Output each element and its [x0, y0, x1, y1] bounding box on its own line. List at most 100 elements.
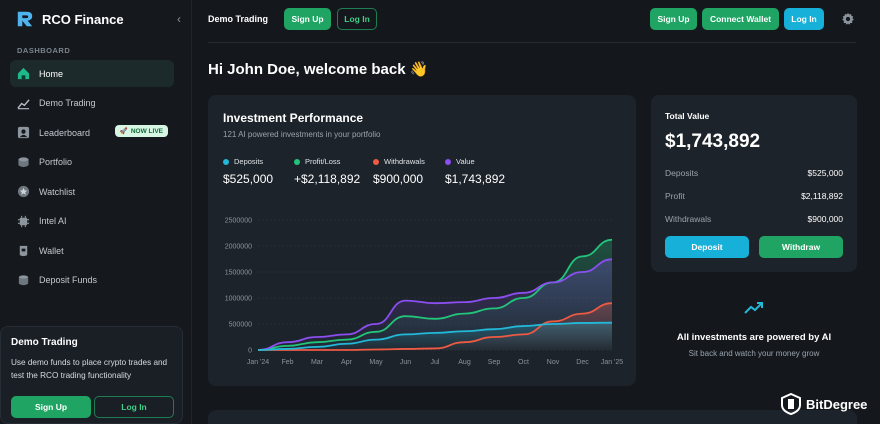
- y-tick-label: 500000: [229, 322, 252, 329]
- topbar-log-in-button[interactable]: Log In: [337, 8, 378, 30]
- topbar-left: Demo Trading Sign Up Log In: [208, 8, 378, 30]
- y-tick-label: 1000000: [225, 296, 252, 303]
- row-value: $2,118,892: [801, 191, 843, 201]
- x-tick-label: Aug: [458, 359, 471, 366]
- sidebar-item-home[interactable]: Home: [10, 60, 174, 87]
- legend-label: Profit/Loss: [305, 157, 341, 166]
- legend-label: Withdrawals: [384, 157, 425, 166]
- collapse-sidebar-icon[interactable]: ‹: [177, 12, 181, 26]
- ai-title: All investments are powered by AI: [676, 332, 832, 343]
- total-value-row-profit: Profit $2,118,892: [665, 191, 843, 201]
- sidebar-item-watchlist[interactable]: Watchlist: [10, 178, 174, 205]
- brand-logo[interactable]: RCO Finance: [16, 10, 124, 28]
- row-value: $900,000: [807, 214, 843, 224]
- y-tick-label: 1500000: [225, 270, 252, 277]
- x-tick-label: Oct: [518, 359, 529, 366]
- x-tick-label: Jan '24: [247, 359, 269, 366]
- row-label: Withdrawals: [665, 214, 712, 224]
- ai-subtitle: Sit back and watch your money grow: [688, 349, 820, 358]
- sidebar-item-label: Demo Trading: [39, 98, 96, 108]
- rco-logo-icon: [17, 11, 33, 27]
- series-area-deposits: [258, 322, 612, 350]
- home-icon: [17, 67, 30, 80]
- sidebar-item-intel-ai[interactable]: Intel AI: [10, 208, 174, 235]
- deposit-button[interactable]: Deposit: [665, 236, 749, 258]
- row-label: Profit: [665, 191, 685, 201]
- connect-wallet-button[interactable]: Connect Wallet: [702, 8, 779, 30]
- brand-name: RCO Finance: [42, 11, 124, 27]
- layers-icon: [17, 156, 30, 169]
- sidebar-item-demo-trading[interactable]: Demo Trading: [10, 90, 174, 117]
- trend-up-icon: [744, 302, 763, 314]
- performance-legend: Deposits $525,000 Profit/Loss +$2,118,89…: [223, 157, 519, 186]
- series-line-deposits: [257, 321, 613, 351]
- legend-item-deposits: Deposits $525,000: [223, 157, 280, 186]
- total-value-card: Total Value $1,743,892 Deposits $525,000…: [651, 95, 857, 272]
- header-log-in-button[interactable]: Log In: [784, 8, 824, 30]
- star-icon: [17, 185, 30, 198]
- legend-value: $525,000: [223, 172, 274, 186]
- sidebar: RCO Finance ‹ DASHBOARD Home Demo Tradin…: [0, 0, 192, 424]
- demo-sign-up-button[interactable]: Sign Up: [11, 396, 91, 418]
- legend-dot: [294, 158, 300, 165]
- chart-icon: [17, 97, 30, 110]
- legend-label: Deposits: [234, 157, 264, 166]
- header-sign-up-button[interactable]: Sign Up: [650, 8, 697, 30]
- series-line-withdrawals: [258, 302, 613, 351]
- sidebar-item-deposit-funds[interactable]: Deposit Funds: [10, 267, 174, 294]
- x-tick-label: Jan '25: [601, 359, 623, 366]
- sidebar-item-portfolio[interactable]: Portfolio: [10, 149, 174, 176]
- withdraw-button[interactable]: Withdraw: [759, 236, 843, 258]
- sidebar-item-leaderboard[interactable]: Leaderboard 🚀 NOW LIVE: [10, 119, 174, 146]
- x-tick-label: Nov: [547, 359, 560, 366]
- legend-value: $900,000: [373, 172, 424, 186]
- total-value-actions: Deposit Withdraw: [665, 236, 843, 258]
- y-tick-label: 2500000: [225, 218, 252, 225]
- bitdegree-watermark: BitDegree: [781, 393, 867, 415]
- x-tick-label: May: [369, 359, 383, 366]
- x-tick-label: Jun: [400, 359, 411, 366]
- demo-log-in-button[interactable]: Log In: [94, 396, 174, 418]
- total-value-row-withdrawals: Withdrawals $900,000: [665, 214, 843, 224]
- demo-card-actions: Sign Up Log In: [11, 396, 174, 418]
- legend-item-value: Value $1,743,892: [445, 157, 505, 186]
- total-value-title: Total Value: [665, 111, 710, 121]
- rocket-icon: 🚀: [119, 128, 128, 135]
- topbar-right: Sign Up Connect Wallet Log In: [650, 8, 855, 30]
- legend-dot: [373, 158, 379, 165]
- header-divider: [208, 42, 856, 43]
- y-tick-label: 0: [248, 348, 252, 355]
- legend-value: $1,743,892: [445, 172, 506, 186]
- y-tick-label: 2000000: [225, 244, 252, 251]
- sidebar-item-label: Wallet: [39, 245, 64, 256]
- row-label: Deposits: [665, 168, 699, 178]
- user-icon: [17, 126, 30, 139]
- cpu-icon: [17, 215, 30, 228]
- sidebar-item-label: Leaderboard: [39, 127, 91, 138]
- database-icon: [17, 274, 30, 287]
- x-tick-label: Apr: [341, 359, 353, 366]
- legend-label: Value: [456, 157, 475, 166]
- legend-item-withdrawals: Withdrawals $900,000: [373, 157, 431, 186]
- x-tick-label: Sep: [488, 359, 501, 366]
- watermark-text: BitDegree: [806, 396, 868, 412]
- x-tick-label: Mar: [311, 359, 324, 366]
- ai-info: All investments are powered by AI Sit ba…: [651, 300, 857, 358]
- wallet-icon: [17, 244, 30, 257]
- investment-performance-card: Investment Performance 121 AI powered in…: [208, 95, 636, 386]
- topbar-sign-up-button[interactable]: Sign Up: [284, 8, 332, 30]
- demo-card-description: Use demo funds to place crypto trades an…: [11, 358, 168, 380]
- sidebar-item-wallet[interactable]: Wallet: [10, 237, 174, 264]
- now-live-badge: 🚀 NOW LIVE: [114, 125, 168, 137]
- gear-icon[interactable]: [841, 12, 855, 26]
- legend-dot: [223, 158, 229, 165]
- series-line-value: [257, 258, 613, 351]
- topbar-title: Demo Trading: [208, 14, 269, 24]
- legend-value: +$2,118,892: [294, 172, 361, 186]
- legend-item-profit-loss: Profit/Loss +$2,118,892: [294, 157, 361, 186]
- performance-chart: 2500000 2000000 1500000 1000000 500000 0 Jan '…: [225, 218, 624, 367]
- total-value-row-deposits: Deposits $525,000: [665, 168, 843, 178]
- sidebar-item-label: Home: [39, 68, 64, 79]
- sidebar-item-label: Watchlist: [39, 186, 76, 197]
- demo-card-title: Demo Trading: [11, 337, 78, 348]
